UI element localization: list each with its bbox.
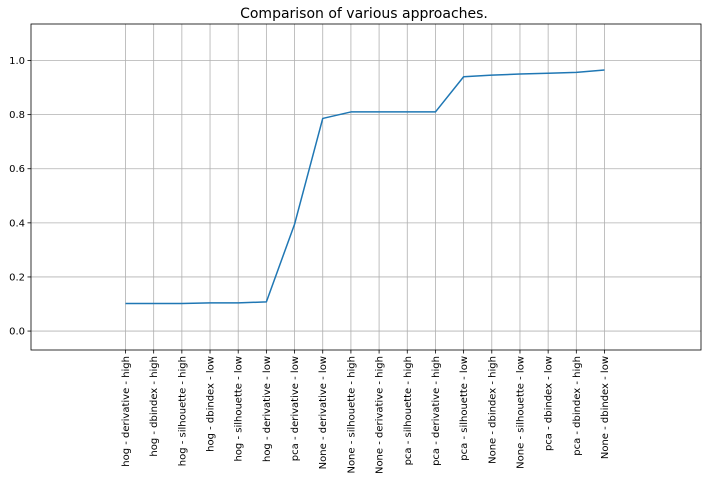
- y-tick-label: 0.2: [9, 272, 25, 283]
- x-tick-label: None - silhouette - high: [346, 356, 357, 474]
- x-tick-label: hog - dbindex - low: [206, 356, 217, 452]
- series-line: [125, 69, 605, 305]
- x-tick-label: hog - derivative - low: [262, 356, 273, 462]
- x-tick-label: pca - derivative - high: [431, 356, 442, 466]
- plot-area: [125, 69, 605, 305]
- x-tick-label: None - dbindex - high: [487, 356, 498, 464]
- axes-frame: [30, 23, 702, 351]
- x-tick-label: pca - silhouette - low: [459, 356, 470, 461]
- y-tick-label: 0.8: [9, 110, 25, 121]
- y-tick-label: 0.0: [9, 327, 25, 338]
- y-tick-label: 0.4: [9, 218, 25, 229]
- x-tick-label: pca - dbindex - low: [544, 356, 555, 451]
- x-tick-label: None - dbindex - low: [600, 356, 611, 459]
- x-tick-label: pca - derivative - low: [290, 356, 301, 461]
- grid-lines: [31, 24, 701, 350]
- x-tick-label: pca - silhouette - high: [403, 356, 414, 465]
- x-tick-label: None - derivative - high: [375, 356, 386, 474]
- y-tick-label: 0.6: [9, 164, 25, 175]
- x-tick-label: hog - dbindex - high: [149, 356, 160, 457]
- x-tick-label: pca - dbindex - high: [572, 356, 583, 456]
- y-axis: 0.0 0.2 0.4 0.6 0.8 1.0: [9, 56, 31, 338]
- x-tick-label: hog - silhouette - low: [234, 356, 245, 462]
- x-axis: hog - derivative - high hog - dbindex - h…: [121, 350, 611, 474]
- y-tick-label: 1.0: [9, 56, 25, 67]
- x-tick-label: None - silhouette - low: [515, 356, 526, 469]
- chart-title: Comparison of various approaches.: [240, 6, 488, 22]
- x-tick-label: hog - silhouette - high: [177, 356, 188, 466]
- x-tick-label: hog - derivative - high: [121, 356, 132, 467]
- x-tick-label: None - derivative - low: [318, 356, 329, 469]
